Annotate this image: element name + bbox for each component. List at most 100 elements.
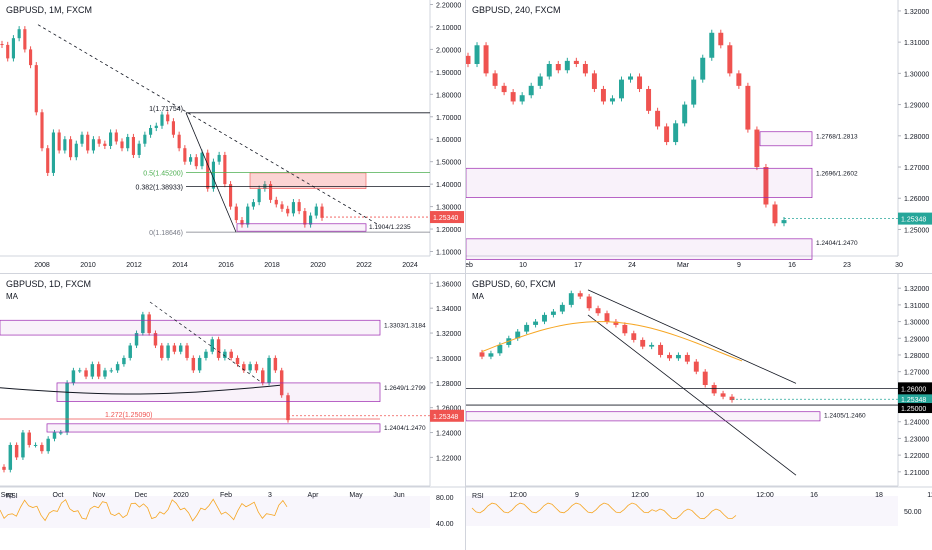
fib-label: 0(1.18646) [149, 230, 183, 237]
rsi-tick-label: 40.00 [436, 521, 454, 528]
x-tick-label: Nov [93, 492, 106, 499]
zone-box [466, 167, 813, 198]
x-tick-label: 2018 [264, 262, 280, 269]
candle-body [682, 104, 688, 124]
zone-label: 1.2768/1.2813 [816, 134, 858, 141]
candle-body [59, 432, 63, 434]
x-tick-label: 2020 [310, 262, 326, 269]
candle-body [6, 44, 10, 59]
candle-body [103, 143, 107, 146]
candle-body [11, 38, 15, 59]
candle-body [564, 60, 570, 71]
y-tick-label: 1.22000 [904, 453, 929, 460]
chart-title: GBPUSD, 60, FXCM [472, 279, 556, 289]
candle-body [251, 202, 255, 207]
candle-body [46, 148, 50, 173]
last-price-label: 1.25348 [901, 397, 926, 404]
candle-body [573, 60, 579, 64]
candle-body [675, 354, 681, 359]
y-tick-label: 1.26000 [904, 196, 929, 203]
zone-label: 1.3303/1.3184 [384, 322, 426, 329]
candle-body [257, 188, 261, 203]
candle-body [86, 134, 90, 151]
candle-body [183, 148, 187, 162]
candle-body [134, 333, 139, 346]
candle-body [177, 134, 181, 149]
fib-trend-line [185, 112, 237, 233]
y-tick-label: 1.31000 [904, 303, 929, 310]
candle-body [217, 154, 221, 162]
supply-zone [249, 172, 367, 189]
zone-label: 1.2696/1.2602 [816, 170, 858, 177]
y-tick-label: 1.29000 [904, 336, 929, 343]
x-tick-label: eb [466, 262, 473, 269]
trend-line [37, 24, 379, 225]
rsi-line [471, 502, 737, 520]
candle-body [709, 32, 715, 58]
candle-body [702, 371, 708, 386]
chart-svg: 1.36000 1.34000 1.32000 1.30000 1.28000 1.260… [0, 274, 465, 528]
y-tick-label: 1.23000 [904, 436, 929, 443]
panel-divider-vertical[interactable] [465, 0, 466, 550]
y-tick-label: 1.36000 [436, 281, 461, 288]
candle-body [97, 139, 101, 144]
x-tick-label: May [349, 492, 363, 499]
candle-body [582, 64, 588, 74]
candle-body [273, 357, 278, 371]
candle-body [673, 123, 679, 143]
candle-body [166, 345, 170, 358]
candle-body [23, 29, 27, 50]
chart-panel-240[interactable]: 1.32000 1.31000 1.30000 1.29000 1.28000 1.270… [466, 0, 932, 273]
x-tick-label: 2022 [356, 262, 372, 269]
y-tick-label: 1.70000 [436, 115, 461, 122]
candle-body [646, 88, 652, 111]
candle-body [309, 215, 313, 225]
candle-body [466, 55, 471, 64]
y-tick-label: 1.26000 [436, 406, 461, 413]
y-tick-label: 2.00000 [436, 47, 461, 54]
candle-body [189, 157, 193, 162]
candle-body [65, 382, 69, 433]
candle-body [90, 364, 95, 377]
candle-body [216, 339, 221, 358]
x-tick-label: Apr [308, 492, 320, 499]
candle-body [17, 29, 21, 39]
x-tick-label: 9 [737, 262, 741, 269]
candle-body [622, 324, 628, 334]
x-tick-label: 3 [268, 492, 272, 499]
candle-body [568, 293, 574, 305]
y-tick-label: 1.28000 [436, 381, 461, 388]
chart-panel-hourly[interactable]: 1.32000 1.31000 1.30000 1.29000 1.28000 1.270… [466, 274, 932, 550]
candle-body [555, 64, 561, 71]
candle-body [71, 370, 76, 383]
x-tick-label: 18 [875, 492, 883, 499]
y-tick-label: 1.32000 [904, 286, 929, 293]
chart-panel-monthly[interactable]: 2.20000 2.10000 2.00000 1.90000 1.80000 1.700… [0, 0, 465, 273]
candle-body [51, 132, 55, 173]
candle-body [14, 444, 19, 458]
chart-svg: 1.32000 1.31000 1.30000 1.29000 1.28000 1.270… [466, 274, 932, 526]
candle-body [533, 321, 539, 325]
candle-body [91, 139, 95, 151]
x-tick-label: 12:00 [631, 492, 649, 499]
candle-body [194, 157, 198, 167]
zone-label: 1.2404/1.2470 [816, 240, 858, 247]
candle-body [637, 76, 643, 89]
y-tick-label: 1.30000 [436, 205, 461, 212]
level-tag [898, 382, 932, 395]
panel-divider-horizontal[interactable] [0, 273, 932, 274]
x-tick-label: 2016 [218, 262, 234, 269]
candle-body [542, 314, 547, 322]
candle-body [619, 79, 624, 99]
rsi-label: RSI [472, 493, 484, 500]
candle-body [109, 132, 113, 146]
candle-body [595, 308, 601, 314]
x-tick-label: 9 [575, 492, 579, 499]
chart-panel-daily[interactable]: 1.36000 1.34000 1.32000 1.30000 1.28000 1.260… [0, 274, 465, 550]
rsi-tick-label: 80.00 [436, 495, 454, 502]
x-tick-label: 16 [810, 492, 818, 499]
last-price-tag [430, 211, 464, 224]
x-tick-label: Oct [53, 492, 64, 499]
candle-body [497, 344, 503, 354]
y-tick-label: 1.24000 [904, 420, 929, 427]
